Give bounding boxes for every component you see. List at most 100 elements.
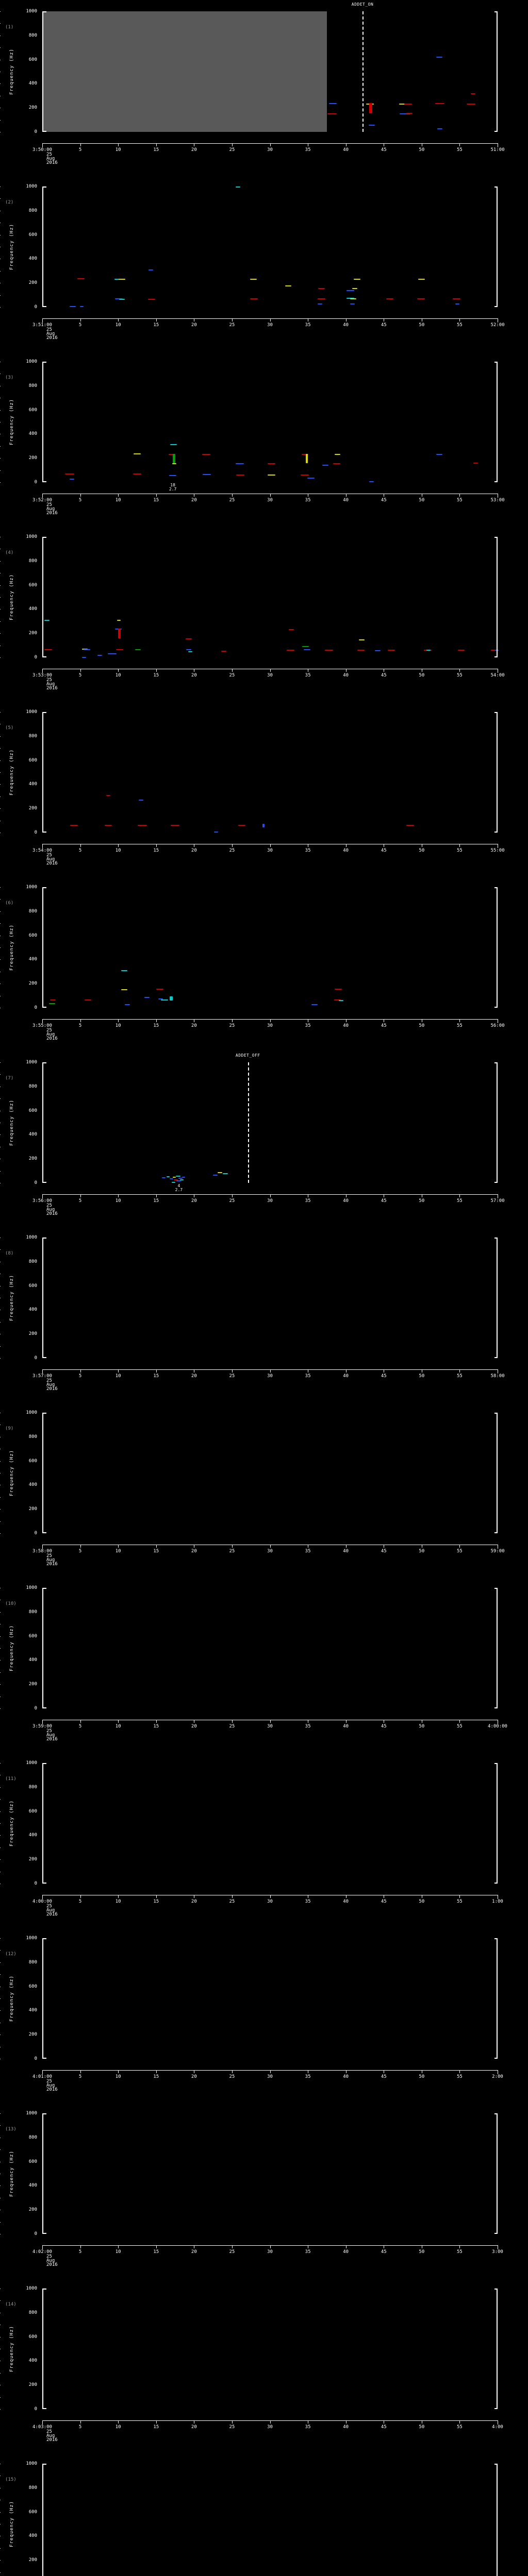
detection-mark bbox=[318, 298, 325, 300]
x-tick-label: 55 bbox=[456, 1899, 463, 1904]
detection-mark bbox=[107, 653, 117, 654]
x-tick-label: 20 bbox=[191, 2249, 197, 2255]
y-tick-labels: 0 200 400 600 800 1000 bbox=[0, 2111, 37, 2236]
x-tick-label: 45 bbox=[381, 848, 387, 853]
x-tick-label: 35 bbox=[305, 147, 311, 152]
x-tick-label: 35 bbox=[305, 1724, 311, 1729]
x-tick-label: 10 bbox=[115, 1724, 121, 1729]
x-tick-label: 10 bbox=[115, 673, 121, 678]
y-tick-label: 600 bbox=[28, 2334, 37, 2340]
y-tick-label: 0 bbox=[34, 1355, 37, 1361]
x-tick bbox=[42, 2245, 43, 2249]
y-tick-label: 0 bbox=[34, 830, 37, 835]
x-tick bbox=[156, 669, 157, 672]
x-tick-label: 40 bbox=[343, 673, 349, 678]
x-axis-date: 25 Aug 2016 bbox=[46, 1203, 58, 1216]
detection-mark bbox=[119, 298, 125, 300]
x-tick-label: 25 bbox=[229, 323, 235, 328]
y-axis-right bbox=[494, 1238, 498, 1358]
x-tick-label: 25 bbox=[229, 2425, 235, 2430]
x-tick-label: 20 bbox=[191, 2425, 197, 2430]
y-tick bbox=[0, 808, 1, 809]
y-tick-label: 0 bbox=[34, 1180, 37, 1185]
y-axis-left bbox=[42, 887, 46, 1008]
x-tick-label: 45 bbox=[381, 323, 387, 328]
y-tick-minor bbox=[0, 446, 1, 447]
detection-mark bbox=[339, 1000, 344, 1002]
y-tick-label: 1000 bbox=[26, 1585, 37, 1590]
y-axis-left bbox=[42, 1763, 46, 1884]
spectrogram-panel: 0 200 400 600 800 1000 Frequency (Hz) (10) 3:59:… bbox=[0, 1577, 528, 1752]
x-tick bbox=[118, 494, 119, 497]
detection-mark bbox=[435, 103, 444, 104]
detection-mark bbox=[400, 113, 410, 114]
detection-mark bbox=[158, 998, 163, 1000]
y-tick-label: 400 bbox=[28, 1307, 37, 1313]
detection-mark bbox=[106, 795, 111, 796]
x-tick-label: 4:00 bbox=[492, 2425, 503, 2430]
event-marker-line bbox=[362, 11, 364, 132]
y-tick bbox=[0, 712, 1, 713]
y-axis-right bbox=[494, 712, 498, 833]
x-tick-label: 15 bbox=[153, 1549, 159, 1554]
detection-mark bbox=[369, 481, 374, 483]
x-tick-label: 35 bbox=[305, 498, 311, 503]
x-tick-label: 5 bbox=[78, 848, 82, 853]
y-tick bbox=[0, 585, 1, 586]
y-tick bbox=[0, 1461, 1, 1462]
x-tick bbox=[156, 2245, 157, 2248]
x-tick-label: 45 bbox=[381, 147, 387, 152]
plot-area bbox=[42, 187, 498, 307]
x-tick bbox=[42, 2420, 43, 2425]
x-tick bbox=[232, 143, 233, 146]
y-tick bbox=[0, 1708, 1, 1709]
y-tick-minor bbox=[0, 1521, 1, 1522]
detection-mark bbox=[334, 989, 342, 990]
x-tick-label: 25 bbox=[229, 848, 235, 853]
y-axis-right bbox=[494, 2464, 498, 2576]
y-tick-minor bbox=[0, 2125, 1, 2126]
y-tick-labels: 0 200 400 600 800 1000 bbox=[0, 1936, 37, 2061]
x-tick-label: 5 bbox=[78, 673, 82, 678]
y-tick-label: 600 bbox=[28, 1458, 37, 1464]
y-tick-minor bbox=[0, 120, 1, 121]
y-tick-minor bbox=[0, 1074, 1, 1075]
x-tick-label: 15 bbox=[153, 2074, 159, 2079]
y-tick bbox=[0, 1811, 1, 1812]
spectrogram-panel: 0 200 400 600 800 1000 Frequency (Hz) (8) 3:57:0… bbox=[0, 1226, 528, 1401]
x-tick-label: 45 bbox=[381, 498, 387, 503]
spectrogram-panel: 0 200 400 600 800 1000 Frequency (Hz) (5) 3:54:0… bbox=[0, 701, 528, 876]
y-tick-minor bbox=[0, 1648, 1, 1649]
detection-mark bbox=[307, 477, 315, 479]
x-tick-label: 50 bbox=[419, 498, 425, 503]
y-tick-minor bbox=[0, 2572, 1, 2573]
x-tick-label: 40 bbox=[343, 2425, 349, 2430]
y-tick-label: 600 bbox=[28, 582, 37, 588]
x-tick-label: 54:00 bbox=[490, 673, 505, 678]
detection-mark bbox=[417, 298, 425, 300]
detection-mark bbox=[352, 287, 358, 289]
x-tick-label: 50 bbox=[419, 2425, 425, 2430]
y-tick-label: 600 bbox=[28, 57, 37, 62]
x-tick bbox=[118, 1019, 119, 1022]
x-tick bbox=[270, 143, 271, 146]
y-tick bbox=[0, 2409, 1, 2410]
x-axis-date: 25 Aug 2016 bbox=[46, 1904, 58, 1917]
y-tick-minor bbox=[0, 899, 1, 900]
x-tick-label: 3:51:00 bbox=[32, 323, 52, 328]
x-tick-label: 25 bbox=[229, 1899, 235, 1904]
y-tick bbox=[0, 410, 1, 411]
y-tick-label: 0 bbox=[34, 1005, 37, 1010]
x-tick-label: 35 bbox=[305, 1374, 311, 1379]
x-tick-label: 20 bbox=[191, 1374, 197, 1379]
detection-mark bbox=[457, 649, 465, 651]
y-tick-label: 800 bbox=[28, 1959, 37, 1965]
y-tick bbox=[0, 1509, 1, 1510]
y-tick-label: 1000 bbox=[26, 9, 37, 14]
y-tick bbox=[0, 1134, 1, 1136]
x-tick-label: 40 bbox=[343, 1374, 349, 1379]
x-tick-label: 35 bbox=[305, 1549, 311, 1554]
detection-mark bbox=[104, 824, 112, 826]
x-tick bbox=[270, 844, 271, 847]
y-tick bbox=[0, 784, 1, 785]
